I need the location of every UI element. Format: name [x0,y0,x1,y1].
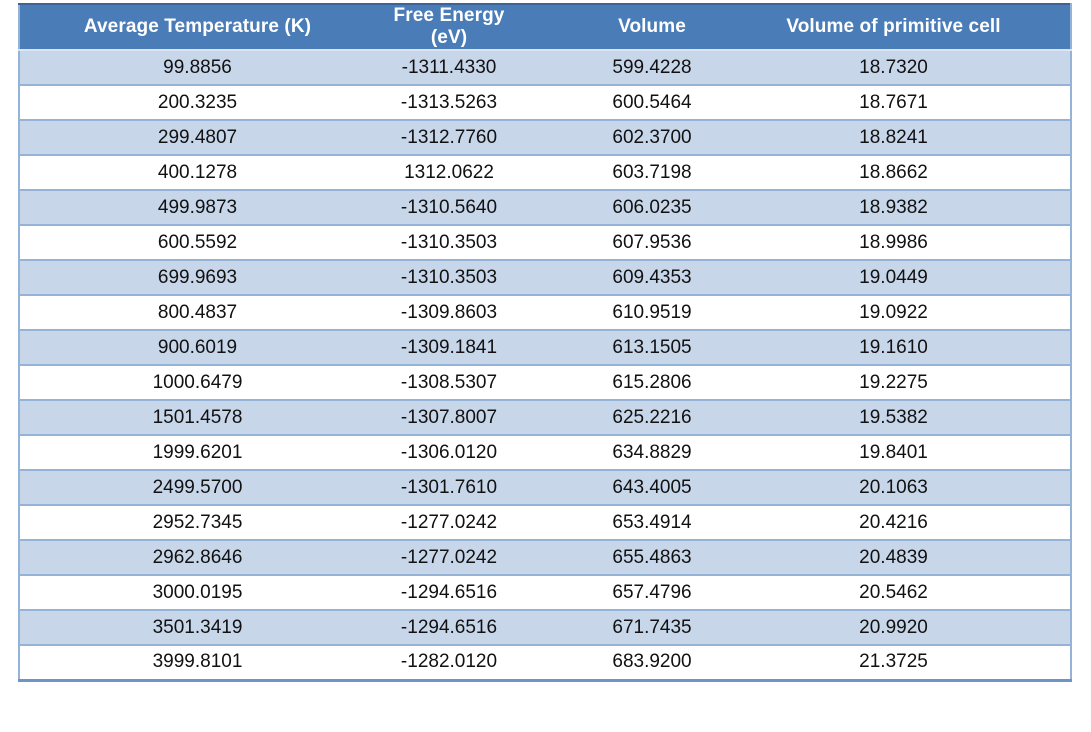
table-cell: 20.4216 [781,505,1071,541]
table-cell: 613.1505 [523,330,781,366]
column-header-primitive-cell-volume: Volume of primitive cell [781,4,1071,51]
table-cell: 1501.4578 [19,400,375,436]
table-row: 3501.3419 -1294.6516 671.7435 20.9920 [19,610,1071,646]
table-cell: 19.8401 [781,435,1071,471]
table-cell: 600.5592 [19,225,375,261]
table-row: 400.1278 1312.0622 603.7198 18.8662 [19,155,1071,191]
table-cell: -1277.0242 [375,505,523,541]
table-cell: 200.3235 [19,85,375,121]
table-cell: 2499.5700 [19,470,375,506]
table-row: 900.6019 -1309.1841 613.1505 19.1610 [19,330,1071,366]
table-cell: -1277.0242 [375,540,523,576]
table-cell: -1294.6516 [375,575,523,611]
table-cell: 19.5382 [781,400,1071,436]
table-cell: 599.4228 [523,50,781,86]
table-cell: 18.7671 [781,85,1071,121]
table-row: 699.9693 -1310.3503 609.4353 19.0449 [19,260,1071,296]
thermodynamics-table: Average Temperature (K) Free Energy (eV)… [18,3,1072,682]
table-cell: 900.6019 [19,330,375,366]
table-cell: 699.9693 [19,260,375,296]
table-cell: 655.4863 [523,540,781,576]
table-row: 2499.5700 -1301.7610 643.4005 20.1063 [19,470,1071,506]
table-cell: 20.4839 [781,540,1071,576]
table-cell: 18.7320 [781,50,1071,86]
table-cell: -1309.8603 [375,295,523,331]
column-header-free-energy: Free Energy (eV) [375,4,523,51]
table-cell: 606.0235 [523,190,781,226]
table-cell: 800.4837 [19,295,375,331]
column-header-avg-temperature: Average Temperature (K) [19,4,375,51]
table-cell: 607.9536 [523,225,781,261]
table-cell: 609.4353 [523,260,781,296]
table-cell: 643.4005 [523,470,781,506]
table-row: 800.4837 -1309.8603 610.9519 19.0922 [19,295,1071,331]
table-cell: 2952.7345 [19,505,375,541]
table-cell: 653.4914 [523,505,781,541]
table-cell: 20.5462 [781,575,1071,611]
table-cell: 671.7435 [523,610,781,646]
table-cell: 625.2216 [523,400,781,436]
table-cell: 19.0922 [781,295,1071,331]
table-cell: 600.5464 [523,85,781,121]
column-header-volume: Volume [523,4,781,51]
table-row: 1501.4578 -1307.8007 625.2216 19.5382 [19,400,1071,436]
table-row: 499.9873 -1310.5640 606.0235 18.9382 [19,190,1071,226]
table-cell: 18.8241 [781,120,1071,156]
table-cell: -1308.5307 [375,365,523,401]
table-cell: 3000.0195 [19,575,375,611]
table-cell: 610.9519 [523,295,781,331]
table-cell: 299.4807 [19,120,375,156]
table-cell: -1312.7760 [375,120,523,156]
table-cell: 1312.0622 [375,155,523,191]
table-cell: -1309.1841 [375,330,523,366]
table-row: 600.5592 -1310.3503 607.9536 18.9986 [19,225,1071,261]
table-cell: 21.3725 [781,645,1071,680]
table-row: 299.4807 -1312.7760 602.3700 18.8241 [19,120,1071,156]
table-cell: -1294.6516 [375,610,523,646]
table-cell: 657.4796 [523,575,781,611]
table-cell: -1313.5263 [375,85,523,121]
table-cell: 683.9200 [523,645,781,680]
table-cell: 634.8829 [523,435,781,471]
table-row: 99.8856 -1311.4330 599.4228 18.7320 [19,50,1071,86]
table-cell: 20.1063 [781,470,1071,506]
table-cell: 99.8856 [19,50,375,86]
table-cell: 18.8662 [781,155,1071,191]
table-row: 2952.7345 -1277.0242 653.4914 20.4216 [19,505,1071,541]
table-cell: 3501.3419 [19,610,375,646]
table-row: 3000.0195 -1294.6516 657.4796 20.5462 [19,575,1071,611]
table-cell: 1000.6479 [19,365,375,401]
table-cell: -1307.8007 [375,400,523,436]
table-row: 2962.8646 -1277.0242 655.4863 20.4839 [19,540,1071,576]
table-cell: -1301.7610 [375,470,523,506]
table-row: 3999.8101 -1282.0120 683.9200 21.3725 [19,645,1071,680]
table-cell: -1311.4330 [375,50,523,86]
table-cell: 19.1610 [781,330,1071,366]
table-cell: 1999.6201 [19,435,375,471]
page: Average Temperature (K) Free Energy (eV)… [18,3,1072,682]
table-cell: -1310.3503 [375,225,523,261]
table-cell: 18.9986 [781,225,1071,261]
table-row: 1000.6479 -1308.5307 615.2806 19.2275 [19,365,1071,401]
table-cell: 19.2275 [781,365,1071,401]
table-cell: -1282.0120 [375,645,523,680]
table-cell: 18.9382 [781,190,1071,226]
table-row: 200.3235 -1313.5263 600.5464 18.7671 [19,85,1071,121]
table-cell: -1306.0120 [375,435,523,471]
table-cell: 603.7198 [523,155,781,191]
table-cell: 2962.8646 [19,540,375,576]
table-cell: 499.9873 [19,190,375,226]
table-cell: 400.1278 [19,155,375,191]
table-cell: 615.2806 [523,365,781,401]
table-cell: -1310.5640 [375,190,523,226]
table-header: Average Temperature (K) Free Energy (eV)… [19,4,1071,51]
table-body: 99.8856 -1311.4330 599.4228 18.7320 200.3235… [19,50,1071,680]
table-row: 1999.6201 -1306.0120 634.8829 19.8401 [19,435,1071,471]
table-cell: 3999.8101 [19,645,375,680]
table-cell: -1310.3503 [375,260,523,296]
table-cell: 20.9920 [781,610,1071,646]
table-cell: 19.0449 [781,260,1071,296]
header-row: Average Temperature (K) Free Energy (eV)… [19,4,1071,51]
table-cell: 602.3700 [523,120,781,156]
